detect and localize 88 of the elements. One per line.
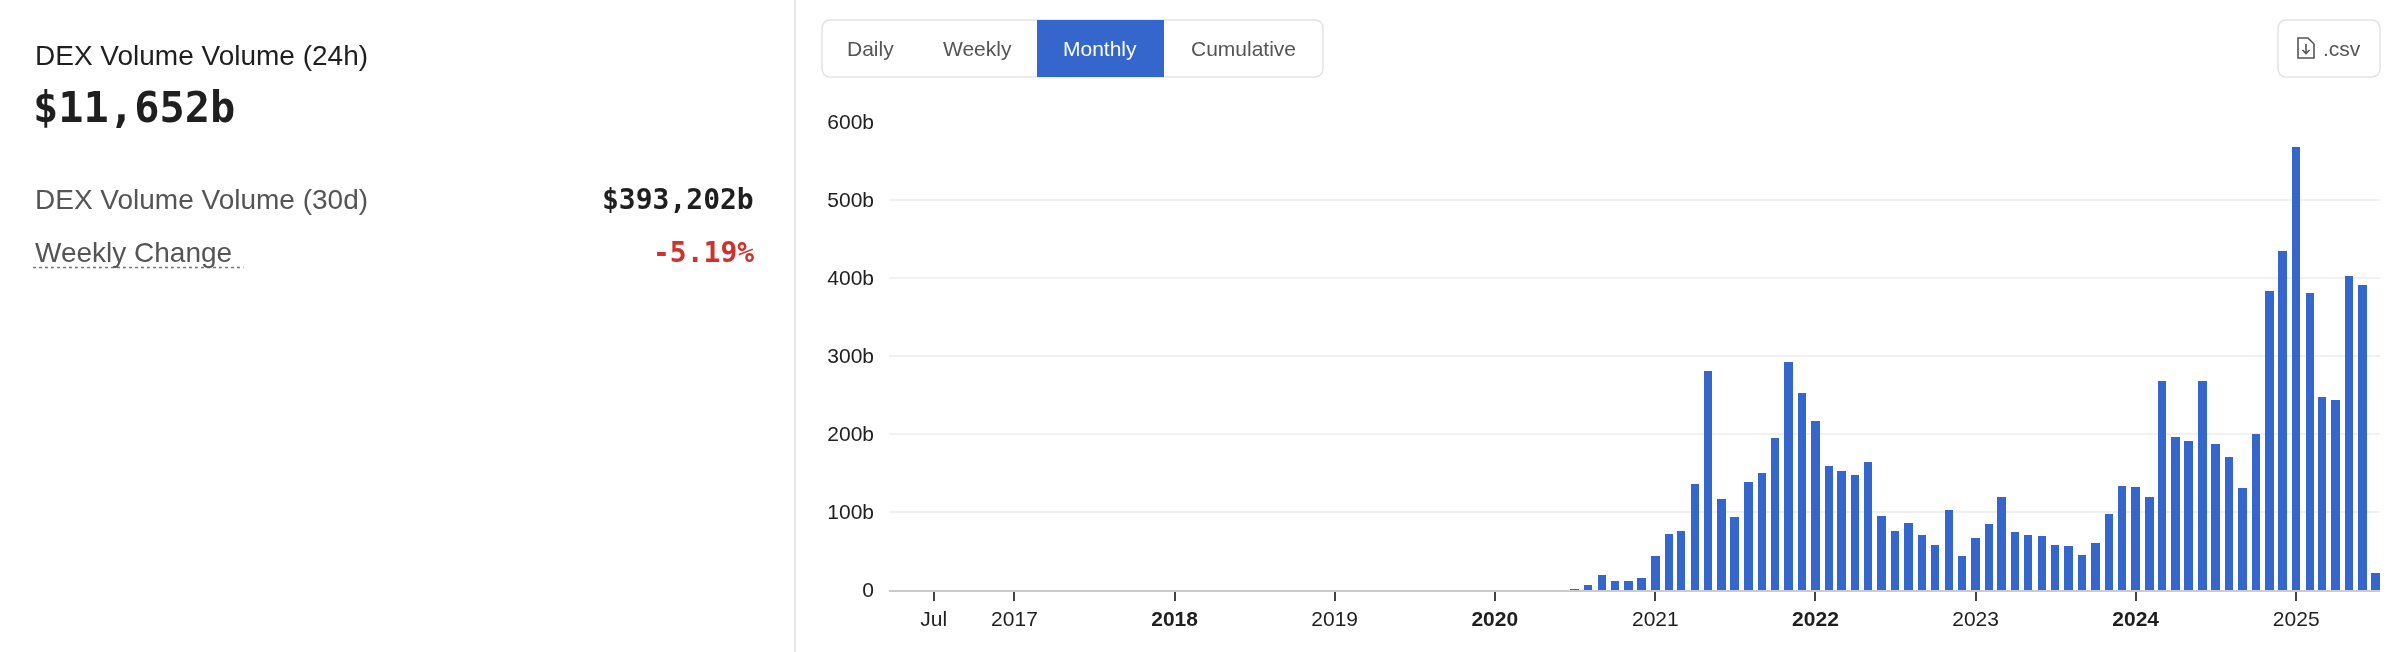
text: DEX Volume Volume (30d) [35, 184, 369, 215]
bar [1837, 471, 1846, 590]
text: Daily [847, 37, 895, 60]
bar [2184, 441, 2193, 590]
text: Cumulative [1191, 37, 1297, 60]
text: Monthly [1063, 37, 1138, 60]
x-tick-label: 2021 [1631, 606, 1679, 630]
bar [2118, 486, 2126, 590]
bar [2091, 543, 2100, 590]
x-tick-label: Jul [920, 606, 948, 630]
bar [2131, 487, 2140, 590]
bar [2145, 497, 2154, 590]
bar [1717, 499, 1726, 590]
text: -5.19% [653, 236, 755, 269]
bar [2158, 381, 2166, 590]
bar [1624, 581, 1633, 590]
y-tick-label: 0 [862, 578, 874, 602]
bar [2011, 532, 2019, 590]
bar [2198, 381, 2207, 590]
x-tick-label: 2020 [1471, 606, 1519, 630]
x-tick-label: 2024 [2112, 606, 2160, 630]
bar [1771, 438, 1779, 590]
y-tick-label: 300b [827, 344, 874, 368]
bar [1598, 575, 1606, 590]
bar [1985, 524, 1993, 590]
text: $11,652b [33, 83, 236, 132]
y-tick-label: 200b [827, 422, 874, 446]
bar [2038, 536, 2046, 590]
bar [2371, 573, 2380, 590]
bar [1864, 462, 1872, 590]
bar [1851, 475, 1859, 590]
bar [1971, 538, 1980, 590]
bar [2292, 147, 2300, 590]
bar [1665, 534, 1673, 590]
bar [1798, 393, 1806, 590]
x-tick-label: 2023 [1952, 606, 1999, 630]
x-tick-label: 2018 [1151, 606, 1199, 630]
bar [1651, 556, 1660, 590]
bar [1931, 545, 1939, 590]
bar [2318, 397, 2326, 590]
bar [1744, 482, 1753, 590]
bar [1691, 484, 1699, 590]
text: $393,202b [602, 183, 754, 216]
bar [1958, 556, 1966, 590]
text: DEX Volume Volume (24h) [35, 40, 369, 71]
bar [1704, 371, 1712, 590]
bar [1677, 531, 1685, 590]
y-tick-label: 100b [827, 500, 874, 524]
bar [1758, 473, 1766, 590]
x-tick-label: 2022 [1792, 606, 1839, 630]
bar [1918, 535, 1926, 590]
bar [1825, 466, 1833, 590]
bar [1811, 421, 1820, 590]
bar [2331, 400, 2340, 590]
text: .csv [2323, 37, 2361, 60]
bar [2064, 546, 2073, 590]
bar [1997, 497, 2006, 590]
text: Weekly [943, 37, 1012, 60]
bar [2171, 437, 2180, 590]
bar [2211, 444, 2220, 590]
x-tick-label: 2025 [2272, 606, 2320, 630]
bar [2238, 488, 2247, 590]
text: Weekly Change [35, 237, 233, 268]
bar [1637, 578, 1646, 590]
bar [2278, 251, 2287, 590]
bar [2252, 434, 2260, 590]
bar [2024, 535, 2032, 590]
y-tick-label: 600b [827, 110, 874, 134]
y-tick-label: 400b [827, 266, 874, 290]
bar [1945, 510, 1953, 590]
bar [1730, 517, 1739, 590]
bar [1784, 362, 1793, 590]
bar [2358, 285, 2367, 590]
bar [1584, 585, 1592, 590]
x-tick-label: 2019 [1311, 606, 1359, 630]
bar [1891, 531, 1899, 590]
bar [1877, 516, 1886, 590]
bar [2345, 276, 2353, 590]
y-tick-label: 500b [827, 188, 874, 212]
bar [2306, 293, 2314, 590]
bar [2265, 291, 2274, 590]
bar [2225, 457, 2233, 590]
x-tick-label: 2017 [991, 606, 1038, 630]
bar [2051, 545, 2059, 590]
bar [2078, 555, 2086, 590]
bar [2105, 514, 2113, 590]
bar [1904, 523, 1913, 590]
bar [1611, 581, 1619, 590]
